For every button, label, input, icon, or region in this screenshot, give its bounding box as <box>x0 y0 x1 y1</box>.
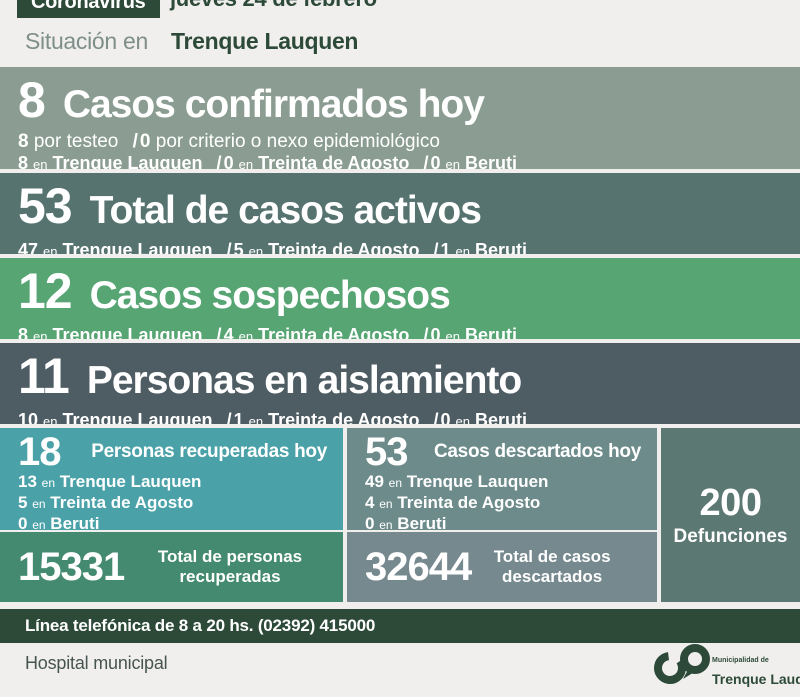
hospital-heading: Hospital municipal <box>25 653 168 673</box>
confirmed-today-headline: 8 Casos confirmados hoy <box>18 72 790 128</box>
header: Coronavirus jueves 24 de febrero Situaci… <box>0 0 800 67</box>
situation-label: Situación en <box>25 28 148 54</box>
isolation-breakdown-line: /10 en Trenque Lauquen /1 en Treinta de … <box>18 409 528 425</box>
suspected-cases-headline: 12 Casos sospechosos <box>18 263 790 319</box>
city-name: Trenque Lauquen <box>171 28 359 54</box>
active-breakdown-line: /47 en Trenque Lauquen /5 en Treinta de … <box>18 239 528 255</box>
recovered-total-label: Total de personas recuperadas <box>157 546 303 586</box>
confirmed-method-line: /8 por testeo /0 por criterio o nexo epi… <box>18 130 440 152</box>
discarded-today-card: 53 Casos descartados hoy 49 en Trenque L… <box>347 428 657 530</box>
isolation-headline: 11 Personas en aislamiento <box>18 348 790 404</box>
recovered-column: 18 Personas recuperadas hoy 13 en Trenqu… <box>0 428 343 602</box>
deaths-value: 200 <box>699 482 762 525</box>
active-cases-title: Total de casos activos <box>89 189 482 232</box>
municipality-logo-icon: Municipalidad de Trenque Lauquen <box>654 644 800 687</box>
suspected-breakdown-line: /8 en Trenque Lauquen /4 en Treinta de A… <box>18 324 517 340</box>
discarded-breakdown-row: 4 en Treinta de Agosto <box>365 493 541 512</box>
discarded-total-label: Total de casos descartados <box>493 546 611 586</box>
phone-line-bar: Línea telefónica de 8 a 20 hs. (02392) 4… <box>0 609 800 643</box>
suspected-cases-title: Casos sospechosos <box>89 274 451 317</box>
suspected-cases-value: 12 <box>18 263 73 319</box>
confirmed-today-band: 8 Casos confirmados hoy /8 por testeo /0… <box>0 67 800 169</box>
discarded-today-value: 53 <box>365 430 408 474</box>
isolation-title: Personas en aislamiento <box>86 359 522 402</box>
recovered-today-card: 18 Personas recuperadas hoy 13 en Trenqu… <box>0 428 343 530</box>
recovered-total-value: 15331 <box>18 544 125 589</box>
confirmed-breakdown-line: /8 en Trenque Lauquen /0 en Treinta de A… <box>18 152 517 170</box>
recovered-breakdown-row: 0 en Beruti <box>18 514 100 530</box>
confirmed-today-value: 8 <box>18 72 46 128</box>
discarded-breakdown-row: 49 en Trenque Lauquen <box>365 472 549 491</box>
discarded-column: 53 Casos descartados hoy 49 en Trenque L… <box>347 428 657 602</box>
deaths-column: 200 Defunciones <box>661 428 800 602</box>
isolation-value: 11 <box>18 348 70 404</box>
recovered-breakdown-row: 13 en Trenque Lauquen <box>18 472 202 491</box>
deaths-card: 200 Defunciones <box>661 428 800 602</box>
recovered-today-value: 18 <box>18 430 61 474</box>
logo-city-text: Trenque Lauquen <box>712 671 800 687</box>
municipality-logo: Municipalidad de Trenque Lauquen <box>650 644 800 697</box>
recovered-breakdown-row: 5 en Treinta de Agosto <box>18 493 194 512</box>
active-cases-value: 53 <box>18 178 73 234</box>
discarded-today-title: Casos descartados hoy <box>433 441 641 462</box>
suspected-cases-band: 12 Casos sospechosos /8 en Trenque Lauqu… <box>0 258 800 339</box>
deaths-label: Defunciones <box>673 525 788 547</box>
active-cases-band: 53 Total de casos activos /47 en Trenque… <box>0 173 800 254</box>
coronavirus-badge: Coronavirus <box>17 0 160 18</box>
logo-org-text: Municipalidad de <box>712 657 769 664</box>
isolation-band: 11 Personas en aislamiento /10 en Trenqu… <box>0 343 800 424</box>
recovered-total-card: 15331 Total de personas recuperadas <box>0 532 343 602</box>
confirmed-today-title: Casos confirmados hoy <box>62 83 485 126</box>
summary-grid: 18 Personas recuperadas hoy 13 en Trenqu… <box>0 428 800 602</box>
recovered-today-title: Personas recuperadas hoy <box>91 441 327 462</box>
discarded-breakdown-row: 0 en Beruti <box>365 514 447 530</box>
discarded-total-value: 32644 <box>365 544 472 589</box>
active-cases-headline: 53 Total de casos activos <box>18 178 790 234</box>
discarded-total-card: 32644 Total de casos descartados <box>347 532 657 602</box>
report-date: jueves 24 de febrero <box>170 0 377 12</box>
